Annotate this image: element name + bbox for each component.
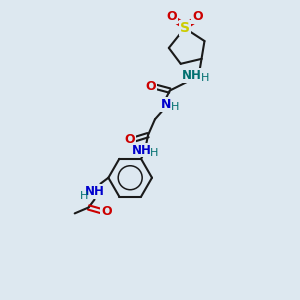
Text: NH: NH [182, 69, 202, 82]
Text: N: N [161, 98, 171, 111]
Text: NH: NH [85, 185, 104, 198]
Text: H: H [150, 148, 158, 158]
Text: H: H [171, 102, 179, 112]
Text: H: H [201, 73, 210, 83]
Text: NH: NH [132, 143, 152, 157]
Text: O: O [192, 10, 203, 23]
Text: H: H [80, 190, 88, 201]
Text: O: O [101, 205, 112, 218]
Text: O: O [167, 10, 177, 23]
Text: O: O [125, 133, 136, 146]
Text: S: S [180, 21, 190, 35]
Text: O: O [146, 80, 156, 93]
